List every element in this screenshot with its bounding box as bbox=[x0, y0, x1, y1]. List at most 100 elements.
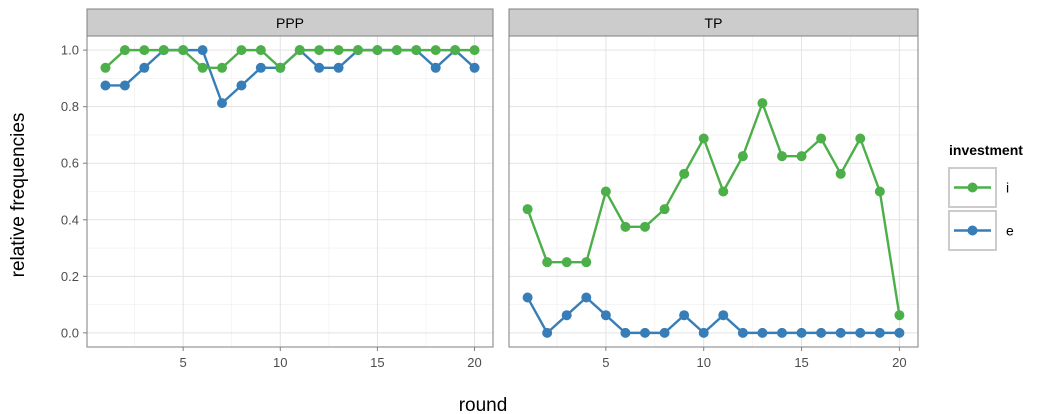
data-point bbox=[469, 62, 480, 73]
data-point bbox=[411, 45, 422, 56]
data-point bbox=[737, 327, 748, 338]
data-point bbox=[139, 45, 150, 56]
data-point bbox=[796, 327, 807, 338]
x-tick-label: 20 bbox=[892, 355, 906, 370]
data-point bbox=[522, 292, 533, 303]
x-tick-label: 10 bbox=[696, 355, 710, 370]
data-point bbox=[581, 292, 592, 303]
data-point bbox=[119, 45, 130, 56]
data-point bbox=[197, 62, 208, 73]
data-point bbox=[197, 45, 208, 56]
data-point bbox=[430, 45, 441, 56]
legend-entry-label: i bbox=[1006, 180, 1009, 196]
legend-key-point bbox=[967, 182, 978, 193]
x-axis-title: round bbox=[459, 395, 508, 414]
data-point bbox=[600, 186, 611, 197]
data-point bbox=[620, 327, 631, 338]
facet-strip-label: PPP bbox=[276, 15, 304, 31]
data-point bbox=[100, 80, 111, 91]
data-point bbox=[275, 62, 286, 73]
data-point bbox=[698, 133, 709, 144]
data-point bbox=[119, 80, 130, 91]
data-point bbox=[874, 327, 885, 338]
data-point bbox=[620, 221, 631, 232]
data-point bbox=[178, 45, 189, 56]
legend-key-i: i bbox=[948, 167, 1009, 208]
y-tick-label: 1.0 bbox=[61, 43, 79, 58]
data-point bbox=[372, 45, 383, 56]
data-point bbox=[236, 80, 247, 91]
y-tick-label: 0.0 bbox=[61, 325, 79, 340]
data-point bbox=[698, 327, 709, 338]
data-point bbox=[894, 327, 905, 338]
data-point bbox=[855, 133, 866, 144]
data-point bbox=[640, 327, 651, 338]
data-point bbox=[542, 327, 553, 338]
data-point bbox=[450, 45, 461, 56]
data-point bbox=[835, 168, 846, 179]
data-point bbox=[542, 257, 553, 268]
data-point bbox=[757, 98, 768, 109]
data-point bbox=[333, 62, 344, 73]
y-tick-label: 0.6 bbox=[61, 156, 79, 171]
legend-key-point bbox=[967, 225, 978, 236]
data-point bbox=[894, 310, 905, 321]
data-point bbox=[294, 45, 305, 56]
data-point bbox=[737, 151, 748, 162]
series-e-tp bbox=[522, 292, 905, 338]
data-point bbox=[776, 151, 787, 162]
x-tick-label: 15 bbox=[794, 355, 808, 370]
data-point bbox=[679, 310, 690, 321]
data-point bbox=[816, 133, 827, 144]
y-axis-title: relative frequencies bbox=[8, 113, 29, 278]
data-point bbox=[255, 62, 266, 73]
data-point bbox=[796, 151, 807, 162]
data-point bbox=[430, 62, 441, 73]
data-point bbox=[679, 168, 690, 179]
data-point bbox=[718, 310, 729, 321]
x-tick-label: 5 bbox=[180, 355, 187, 370]
data-point bbox=[874, 186, 885, 197]
data-point bbox=[158, 45, 169, 56]
data-point bbox=[640, 221, 651, 232]
data-point bbox=[352, 45, 363, 56]
data-point bbox=[217, 98, 228, 109]
data-point bbox=[561, 310, 572, 321]
x-tick-label: 15 bbox=[370, 355, 384, 370]
data-point bbox=[581, 257, 592, 268]
x-tick-label: 5 bbox=[602, 355, 609, 370]
series-line bbox=[526, 101, 901, 316]
data-point bbox=[835, 327, 846, 338]
legend-title: investment bbox=[949, 142, 1023, 158]
data-point bbox=[659, 327, 670, 338]
panel-ppp: PPP 5 10 15 20 0.0 0.2 0.4 0.6 0.8 1.0 bbox=[61, 8, 494, 370]
y-tick-label: 0.4 bbox=[61, 212, 79, 227]
data-point bbox=[757, 327, 768, 338]
data-point bbox=[469, 45, 480, 56]
x-tick-label: 20 bbox=[467, 355, 481, 370]
data-point bbox=[236, 45, 247, 56]
data-point bbox=[314, 45, 325, 56]
facet-strip-label: TP bbox=[705, 15, 723, 31]
data-point bbox=[776, 327, 787, 338]
panel-tp: TP 5 10 15 20 bbox=[508, 8, 919, 370]
data-point bbox=[100, 62, 111, 73]
series-i-tp bbox=[522, 98, 905, 321]
y-tick-label: 0.8 bbox=[61, 99, 79, 114]
legend-key-e: e bbox=[948, 210, 1014, 251]
data-point bbox=[718, 186, 729, 197]
data-point bbox=[255, 45, 266, 56]
data-point bbox=[314, 62, 325, 73]
y-tick-label: 0.2 bbox=[61, 269, 79, 284]
series-i-ppp bbox=[100, 45, 480, 73]
data-point bbox=[816, 327, 827, 338]
data-point bbox=[855, 327, 866, 338]
data-point bbox=[659, 204, 670, 215]
data-point bbox=[522, 204, 533, 215]
legend: investment i e bbox=[948, 142, 1023, 251]
data-point bbox=[139, 62, 150, 73]
data-point bbox=[600, 310, 611, 321]
data-point bbox=[333, 45, 344, 56]
legend-entry-label: e bbox=[1006, 223, 1014, 239]
